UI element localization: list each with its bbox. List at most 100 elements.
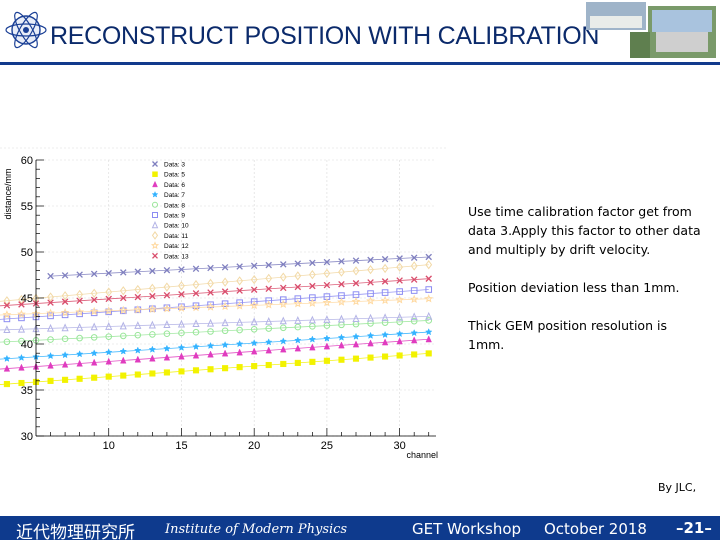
data-point (61, 298, 69, 305)
data-point (178, 266, 185, 273)
data-point (18, 314, 25, 322)
data-point (309, 282, 316, 290)
data-point (367, 256, 374, 264)
data-point (76, 271, 83, 278)
data-point (89, 306, 99, 316)
data-point (279, 324, 287, 332)
data-point (207, 350, 214, 358)
legend-marker (152, 171, 158, 177)
data-point (178, 329, 185, 337)
data-point (90, 309, 98, 317)
data-point (309, 323, 316, 330)
legend-marker (152, 252, 158, 259)
data-point (149, 354, 156, 362)
data-point (75, 350, 84, 358)
data-point (264, 300, 274, 309)
data-point (236, 348, 243, 356)
data-point (76, 359, 83, 367)
fit-line (0, 278, 429, 307)
x-tick-label: 30 (394, 440, 406, 452)
data-point (424, 328, 433, 336)
data-point (192, 342, 200, 350)
data-point (380, 295, 390, 305)
header-divider (0, 62, 720, 65)
data-point (425, 311, 433, 320)
data-point (191, 302, 201, 312)
data-point (133, 305, 143, 314)
data-point (322, 297, 332, 307)
institute-logo-icon (5, 11, 47, 49)
data-point (396, 255, 403, 262)
data-point (264, 338, 273, 346)
data-point (381, 330, 389, 338)
data-point (381, 278, 389, 285)
data-point (134, 293, 142, 301)
data-point (177, 303, 186, 312)
data-point (192, 328, 200, 336)
data-point (90, 349, 98, 357)
data-point (411, 351, 418, 358)
data-point (61, 291, 69, 301)
fit-line (0, 316, 429, 331)
data-point (206, 341, 215, 350)
data-point (105, 295, 112, 303)
data-point (236, 287, 243, 294)
data-point (352, 280, 360, 287)
data-point (207, 289, 214, 296)
data-point (90, 270, 98, 278)
data-point (323, 357, 330, 364)
legend-label: Data: 7 (164, 192, 185, 199)
data-point (396, 337, 403, 345)
data-point (46, 352, 55, 360)
data-point (367, 339, 374, 347)
data-point (17, 324, 26, 333)
data-point (338, 258, 345, 265)
data-point (367, 265, 374, 275)
data-point (134, 284, 142, 295)
y-tick-label: 45 (21, 293, 33, 305)
data-point (265, 297, 273, 304)
data-point (250, 325, 258, 333)
data-point (60, 307, 70, 317)
data-point (76, 310, 83, 318)
data-point (118, 305, 128, 315)
data-point (18, 294, 25, 305)
data-point (47, 361, 54, 369)
data-point (236, 317, 244, 326)
data-point (280, 345, 287, 353)
data-point (279, 337, 288, 345)
legend-label: Data: 13 (164, 253, 189, 260)
data-point (279, 316, 287, 325)
data-point (105, 373, 112, 380)
data-point (294, 344, 302, 352)
data-point (120, 294, 127, 302)
legend-marker (151, 190, 159, 198)
data-point (410, 261, 418, 271)
legend-marker (151, 231, 159, 240)
data-point (104, 348, 113, 356)
data-point (119, 286, 127, 296)
data-point (236, 276, 244, 286)
data-point (294, 260, 302, 267)
data-point (3, 381, 10, 388)
data-point (47, 272, 54, 280)
data-point (425, 260, 433, 270)
legend-marker (151, 220, 159, 229)
data-point (265, 285, 272, 293)
data-point (90, 334, 98, 341)
data-point (250, 286, 258, 293)
y-tick-label: 55 (21, 201, 33, 213)
data-point (280, 261, 287, 268)
data-point (337, 297, 346, 306)
data-point (119, 332, 127, 340)
data-point (192, 265, 200, 273)
data-point (47, 299, 54, 306)
note-deviation: Position deviation less than 1mm. (468, 280, 680, 295)
data-point (76, 289, 84, 300)
data-point (47, 292, 54, 302)
chart-ticks: 10 15 20 25 30 30 35 40 45 50 55 60 (21, 155, 430, 452)
data-point (17, 353, 26, 361)
data-point (61, 311, 69, 319)
data-point (280, 284, 287, 292)
data-point (366, 296, 375, 305)
